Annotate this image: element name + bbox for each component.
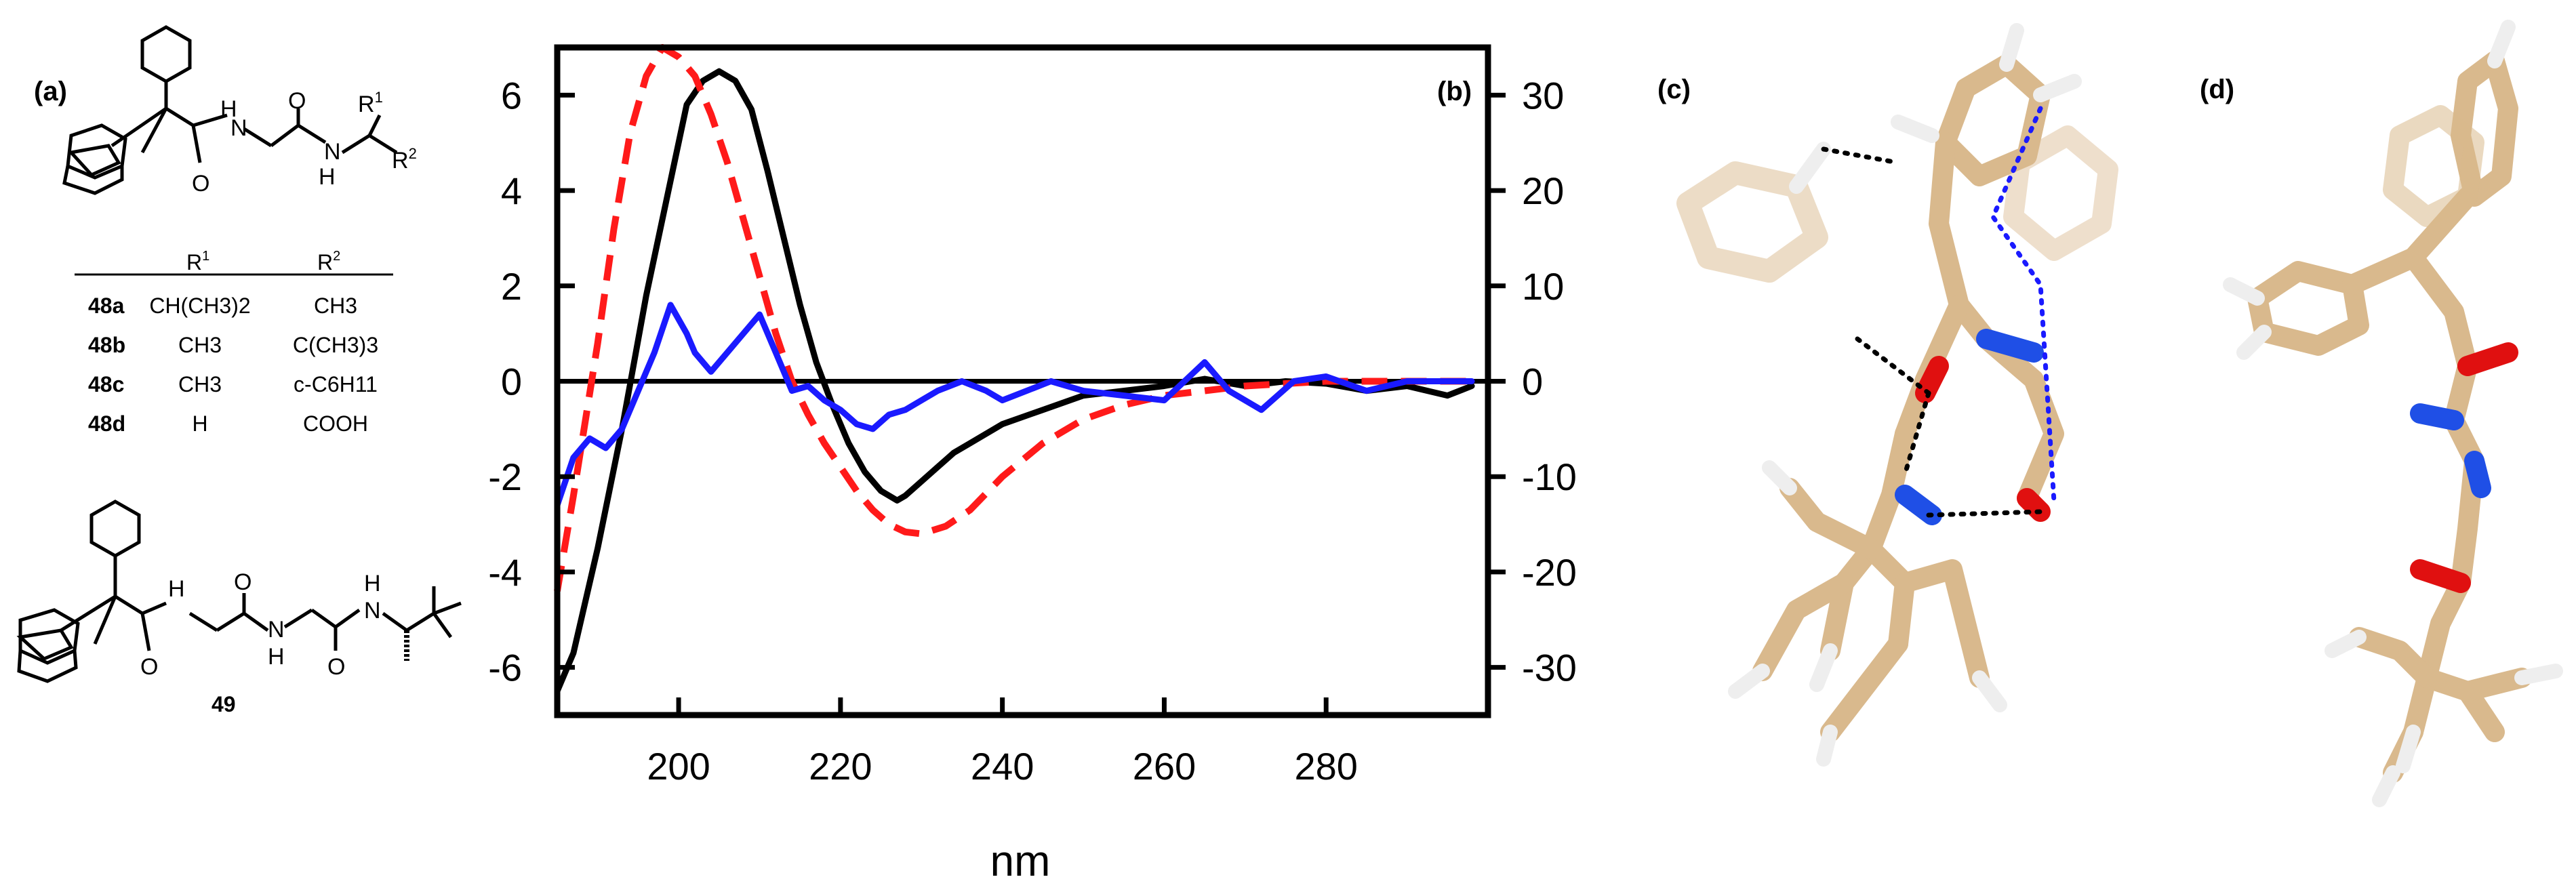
cd-spectrum-chart: 200 220 240 260 280-6-4-20246-30-20-10010203… [488, 44, 1577, 788]
atom-label: H [364, 571, 381, 596]
x-tick-label: 260 [1133, 745, 1196, 788]
compound-49-atom-labels: H O N H O N H O 49 [140, 569, 381, 716]
oxygen-atoms [1915, 356, 2051, 522]
series-line-black [554, 68, 1475, 695]
panel-c: (c) [1657, 23, 2118, 767]
panel-b: 200 220 240 260 280-6-4-20246-30-20-10010203… [488, 44, 1577, 885]
y-right-tick-label: -30 [1522, 647, 1577, 689]
panel-label-a: (a) [34, 77, 67, 106]
table-cell-r2: CH3 [314, 293, 357, 318]
compound-id: 48b [88, 333, 125, 357]
compound-48-atom-labels: H N O H O N R1 R2 [192, 88, 417, 197]
atom-label: N [324, 139, 341, 165]
y-left-tick-label: -4 [488, 551, 522, 594]
compound-49-label: 49 [212, 692, 236, 716]
nitrogen-atoms [2410, 403, 2491, 498]
carbon-skeleton [2247, 51, 2532, 783]
table-cell-r2: COOH [303, 411, 368, 436]
atom-label: N [364, 598, 381, 624]
series-line-red [554, 44, 1472, 592]
y-left-tick-label: 4 [501, 169, 522, 212]
nitrogen-atoms [1895, 329, 2044, 525]
compound-id: 48c [88, 372, 124, 397]
faded-phenyl-left [1676, 161, 1828, 283]
y-right-tick-label: -10 [1522, 455, 1577, 498]
atom-label: H [168, 576, 185, 602]
compound-id: 48d [88, 411, 125, 436]
atom-label: O [288, 88, 306, 114]
atom-label: N [268, 617, 285, 643]
hydrogen-atoms [2223, 20, 2563, 807]
y-right-tick-label: 20 [1522, 169, 1564, 212]
hydrogen-atoms [1728, 23, 2082, 767]
table-cell-r2: C(CH3)3 [293, 333, 378, 357]
compound-48-structure [62, 25, 398, 195]
panel-d: (d) [2200, 20, 2563, 807]
table-cell-r2: c-C6H11 [294, 372, 378, 397]
y-left-tick-label: -2 [488, 455, 522, 498]
atom-label: H [319, 164, 336, 190]
hydrogen-bonds-blue [1990, 106, 2057, 504]
y-right-tick-label: 30 [1522, 74, 1564, 117]
x-tick-label: 220 [809, 745, 872, 788]
y-right-tick-label: 10 [1522, 265, 1564, 308]
table-header-r2: R2 [317, 249, 340, 275]
x-tick-label: 200 [647, 745, 710, 788]
table-cell-r1: CH(CH3)2 [149, 293, 250, 318]
compound-id: 48a [88, 293, 125, 318]
x-axis-label: nm [990, 836, 1051, 885]
x-tick-label: 280 [1294, 745, 1357, 788]
atom-label: N [230, 115, 247, 141]
oxygen-atoms [2410, 342, 2518, 593]
table-cell-r1: H [192, 411, 207, 436]
atom-label: H [268, 644, 285, 670]
substituent-table: R1 R2 48a CH(CH3)2 CH3 48b CH3 C(CH3)3 4… [75, 249, 393, 436]
atom-label: H [220, 96, 237, 122]
hydrogen-bonds-black [1821, 146, 2043, 518]
panel-a: (a) H N O H O N R1 [16, 25, 462, 716]
series-line-blue [554, 302, 1475, 508]
compound-49-structure [16, 500, 462, 683]
y-left-tick-label: 2 [501, 265, 522, 308]
panel-label-d: (d) [2200, 75, 2234, 104]
x-tick-label: 240 [971, 745, 1034, 788]
molecule-model-d [2223, 20, 2563, 807]
r1-substituent: R1 [358, 89, 383, 117]
molecule-model-c [1676, 23, 2118, 767]
atom-label: O [327, 654, 345, 680]
atom-label: O [234, 569, 251, 595]
y-left-tick-label: 6 [501, 74, 522, 117]
panel-label-b: (b) [1437, 77, 1472, 106]
y-right-tick-label: 0 [1522, 361, 1543, 403]
y-left-tick-label: -6 [488, 647, 522, 689]
table-header-r1: R1 [186, 249, 209, 275]
y-right-tick-label: -20 [1522, 551, 1577, 594]
table-cell-r1: CH3 [178, 333, 222, 357]
r2-substituent: R2 [392, 145, 417, 174]
atom-label: O [140, 654, 158, 680]
atom-label: O [192, 171, 209, 197]
table-cell-r1: CH3 [178, 372, 222, 397]
panel-label-c: (c) [1657, 75, 1691, 104]
y-left-tick-label: 0 [501, 361, 522, 403]
